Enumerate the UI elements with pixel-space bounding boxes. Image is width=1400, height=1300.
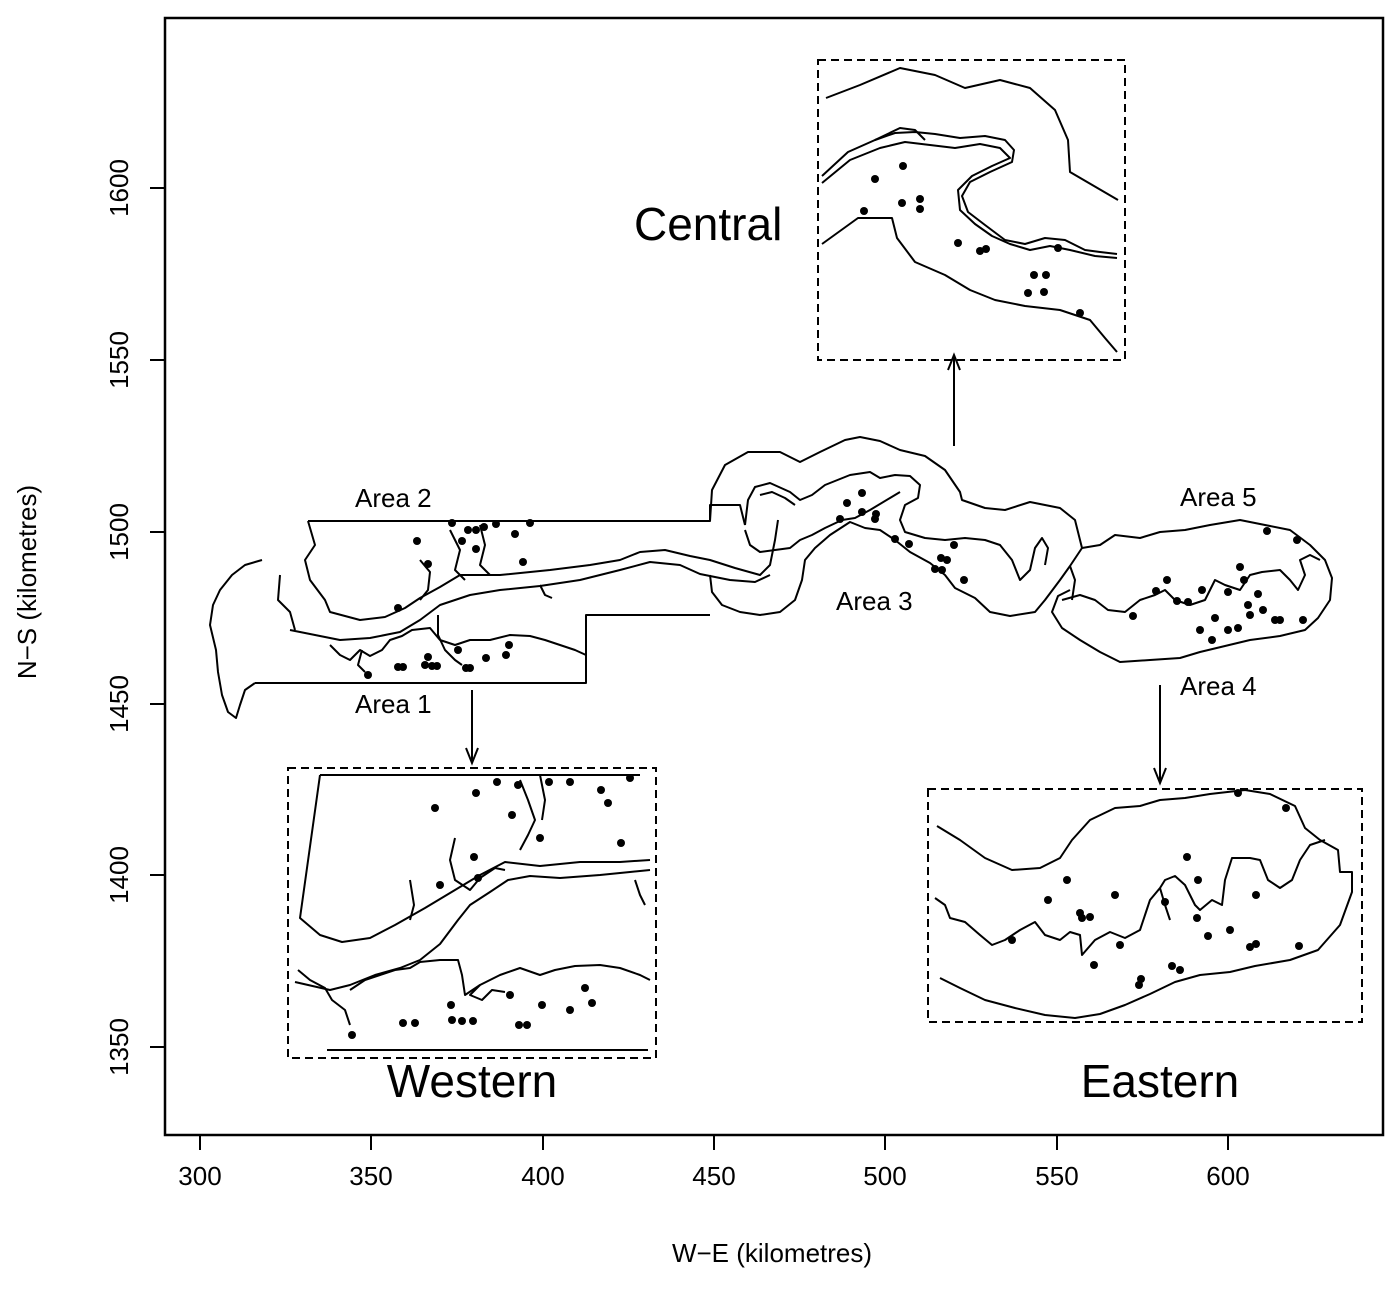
y-axis-title: N−S (kilometres) [12, 485, 42, 679]
area-4-label: Area 4 [1180, 671, 1257, 701]
x-tick-label: 350 [349, 1161, 392, 1191]
inset-central: Central [634, 59, 1126, 361]
area-1-label: Area 1 [355, 689, 432, 719]
x-tick-label: 500 [863, 1161, 906, 1191]
inset-western: Western [287, 767, 657, 1107]
y-tick-label: 1350 [104, 1018, 134, 1076]
coastline [304, 519, 779, 621]
inset-eastern: Eastern [927, 788, 1363, 1107]
x-tick-label: 300 [178, 1161, 221, 1191]
main-map-points [364, 489, 1307, 679]
y-tick-label: 1600 [104, 159, 134, 217]
coastline-west [209, 559, 263, 719]
x-axis: 300 350 400 450 500 550 600 W−E (kilomet… [178, 1134, 1250, 1268]
area-boundary-central [709, 436, 1083, 617]
plot-frame [163, 16, 1385, 1137]
area-boundary-area1-south [255, 614, 710, 684]
eastern-river [1061, 554, 1321, 613]
x-tick-label: 550 [1035, 1161, 1078, 1191]
y-tick-label: 1450 [104, 675, 134, 733]
central-inset-label: Central [634, 198, 782, 250]
x-tick-label: 600 [1206, 1161, 1249, 1191]
central-river [744, 471, 1049, 581]
y-axis: 1350 1400 1450 1500 1550 1600 N−S (kilom… [12, 159, 166, 1076]
x-tick-label: 400 [521, 1161, 564, 1191]
y-tick-label: 1500 [104, 503, 134, 561]
river-south-bank [289, 561, 771, 641]
arrows [465, 352, 1167, 786]
eastern-inset-label: Eastern [1081, 1055, 1240, 1107]
area-boundary-eastern [1051, 519, 1333, 663]
y-tick-label: 1400 [104, 846, 134, 904]
area-boundary-western [308, 504, 746, 526]
area-3-label: Area 3 [836, 586, 913, 616]
x-tick-label: 450 [692, 1161, 735, 1191]
area-5-label: Area 5 [1180, 482, 1257, 512]
x-axis-title: W−E (kilometres) [672, 1238, 872, 1268]
western-inset-label: Western [387, 1055, 557, 1107]
area-2-label: Area 2 [355, 483, 432, 513]
y-tick-label: 1550 [104, 331, 134, 389]
main-map [209, 436, 1333, 719]
